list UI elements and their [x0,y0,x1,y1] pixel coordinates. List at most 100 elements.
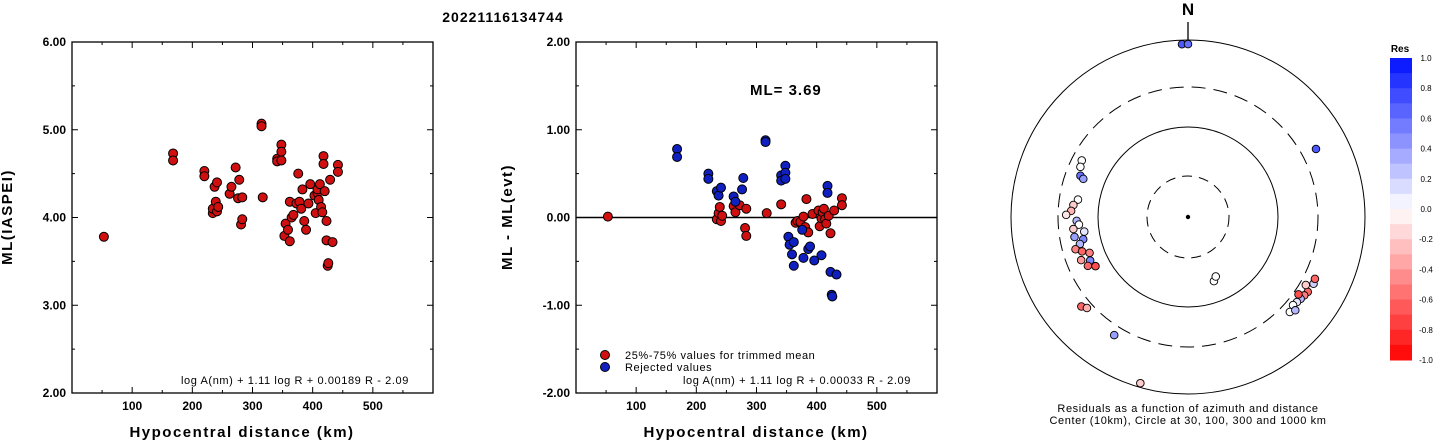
rejected-residual-point [672,151,683,162]
ml-data-point [98,231,109,242]
ml-data-point [234,174,245,185]
plot2-y-axis-label: ML - ML(evt) [499,164,516,270]
rejected-residual-point [786,249,797,260]
ml-data-point [213,201,224,212]
station-residual-point [1085,248,1094,258]
ring-30km [1146,175,1230,259]
station-residual-point [1091,261,1100,271]
station-residual-point [1080,227,1089,236]
colorbar-tick-label: 0.0 [1420,205,1432,214]
trimmed-residual-point [829,205,840,216]
station-residual-point [1061,210,1071,220]
colorbar-segment [1390,314,1412,331]
rejected-residual-point [730,196,741,207]
ml-data-point [303,198,314,209]
rejected-residual-point [809,255,820,266]
ring-300km [1057,86,1319,348]
station-residual-point [1073,195,1083,204]
trimmed-residual-point [741,230,752,241]
plot2-x-tick-label: 100 [626,399,646,413]
colorbar-segment [1390,118,1412,134]
trimmed-residual-point [825,228,836,239]
ml-data-point [327,237,338,248]
rejected-residual-point [737,184,748,195]
plot1-x-tick-label: 300 [242,399,262,413]
colorbar-tick-label: 1.0 [1420,54,1432,63]
station-residual-point [1136,378,1145,388]
trimmed-residual-point [714,201,725,212]
ml-data-point [257,192,268,203]
ml-data-point [282,224,293,235]
colorbar-tick-label: 0.4 [1420,145,1432,154]
epicenter-dot [1185,214,1191,220]
trimmed-residual-point [776,199,787,210]
plot2-y-tick-label: 1.00 [547,123,571,137]
station-residual-point [1291,306,1300,315]
residual-colorbar: Res 1.0 0.8 0.6 0.4 0.2 0.0 -0.2 -0.4 -0.6 -0.8 -1… [1390,44,1433,365]
polar-caption-line2: Center (10km), Circle at 30, 100, 300 an… [1049,415,1326,427]
plot1-x-tick-label: 400 [303,399,323,413]
station-residual-point [1183,39,1193,49]
station-residual-point [1082,303,1092,313]
rejected-residual-point [716,182,727,193]
ml-data-point [325,174,336,185]
plot2-x-axis-label: Hypocentral distance (km) [643,424,868,441]
colorbar-segment [1390,269,1412,285]
plot2-y-tick-label: -1.00 [543,298,571,312]
plot1-y-tick-label: 3.00 [43,298,67,312]
rejected-residual-point [816,250,827,261]
ml-data-point [323,258,334,269]
ml-data-point [332,166,343,177]
station-residual-point [1070,232,1079,242]
legend-label-trimmed: 25%-75% values for trimmed mean [625,350,815,362]
colorbar-segment [1390,148,1412,165]
plot1-y-tick-label: 2.00 [43,386,67,400]
station-residual-point [1069,224,1078,234]
colorbar-segment [1390,178,1412,195]
colorbar-tick-label: -1.0 [1419,356,1433,365]
station-residual-point [1310,274,1320,284]
colorbar-segment [1390,329,1412,346]
colorbar-segment [1390,239,1412,255]
rejected-residual-point [805,241,816,252]
station-residual-point [1109,330,1119,340]
plot1-x-tick-label: 200 [182,399,202,413]
ml-data-point [301,224,312,235]
plot2-x-tick-label: 500 [867,399,887,413]
station-residual-point [1301,280,1311,290]
rejected-residual-point [703,173,714,184]
trimmed-residual-point [801,194,812,205]
ml-data-point [168,155,179,166]
station-residual-point [1076,255,1086,265]
ml-data-point [237,192,248,203]
colorbar-segment [1390,299,1412,316]
plot2-x-tick-label: 400 [807,399,827,413]
ml-data-point [256,121,267,132]
colorbar-title: Res [1391,44,1410,55]
colorbar-segment [1390,193,1412,210]
rejected-residual-point [822,187,833,198]
ml-data-point [318,158,329,169]
ml-data-point [297,184,308,195]
colorbar-tick-label: -0.2 [1419,235,1433,244]
trimmed-residual-point [761,208,772,219]
plot2-y-tick-label: 0.00 [547,211,571,225]
station-residual-point [1083,261,1093,271]
trimmed-residual-point [741,203,752,214]
ml-data-point [199,171,210,182]
plot1-frame [71,41,434,394]
plot1-y-axis-label: ML(IASPEI) [0,169,16,265]
legend-label-rejected: Rejected values [625,362,712,374]
colorbar-segment [1390,103,1412,119]
ring-100km [1097,126,1279,308]
ml-data-point [212,177,223,188]
plot2-y-tick-label: 2.00 [547,35,571,49]
rejected-residual-point [788,260,799,271]
ml-data-point [317,207,328,218]
colorbar-tick-label: -0.8 [1419,326,1433,335]
plot1-y-tick-label: 4.00 [43,211,67,225]
plot1-y-tick-label: 6.00 [43,35,67,49]
station-residual-point [1077,247,1087,256]
colorbar-segment [1390,88,1412,104]
